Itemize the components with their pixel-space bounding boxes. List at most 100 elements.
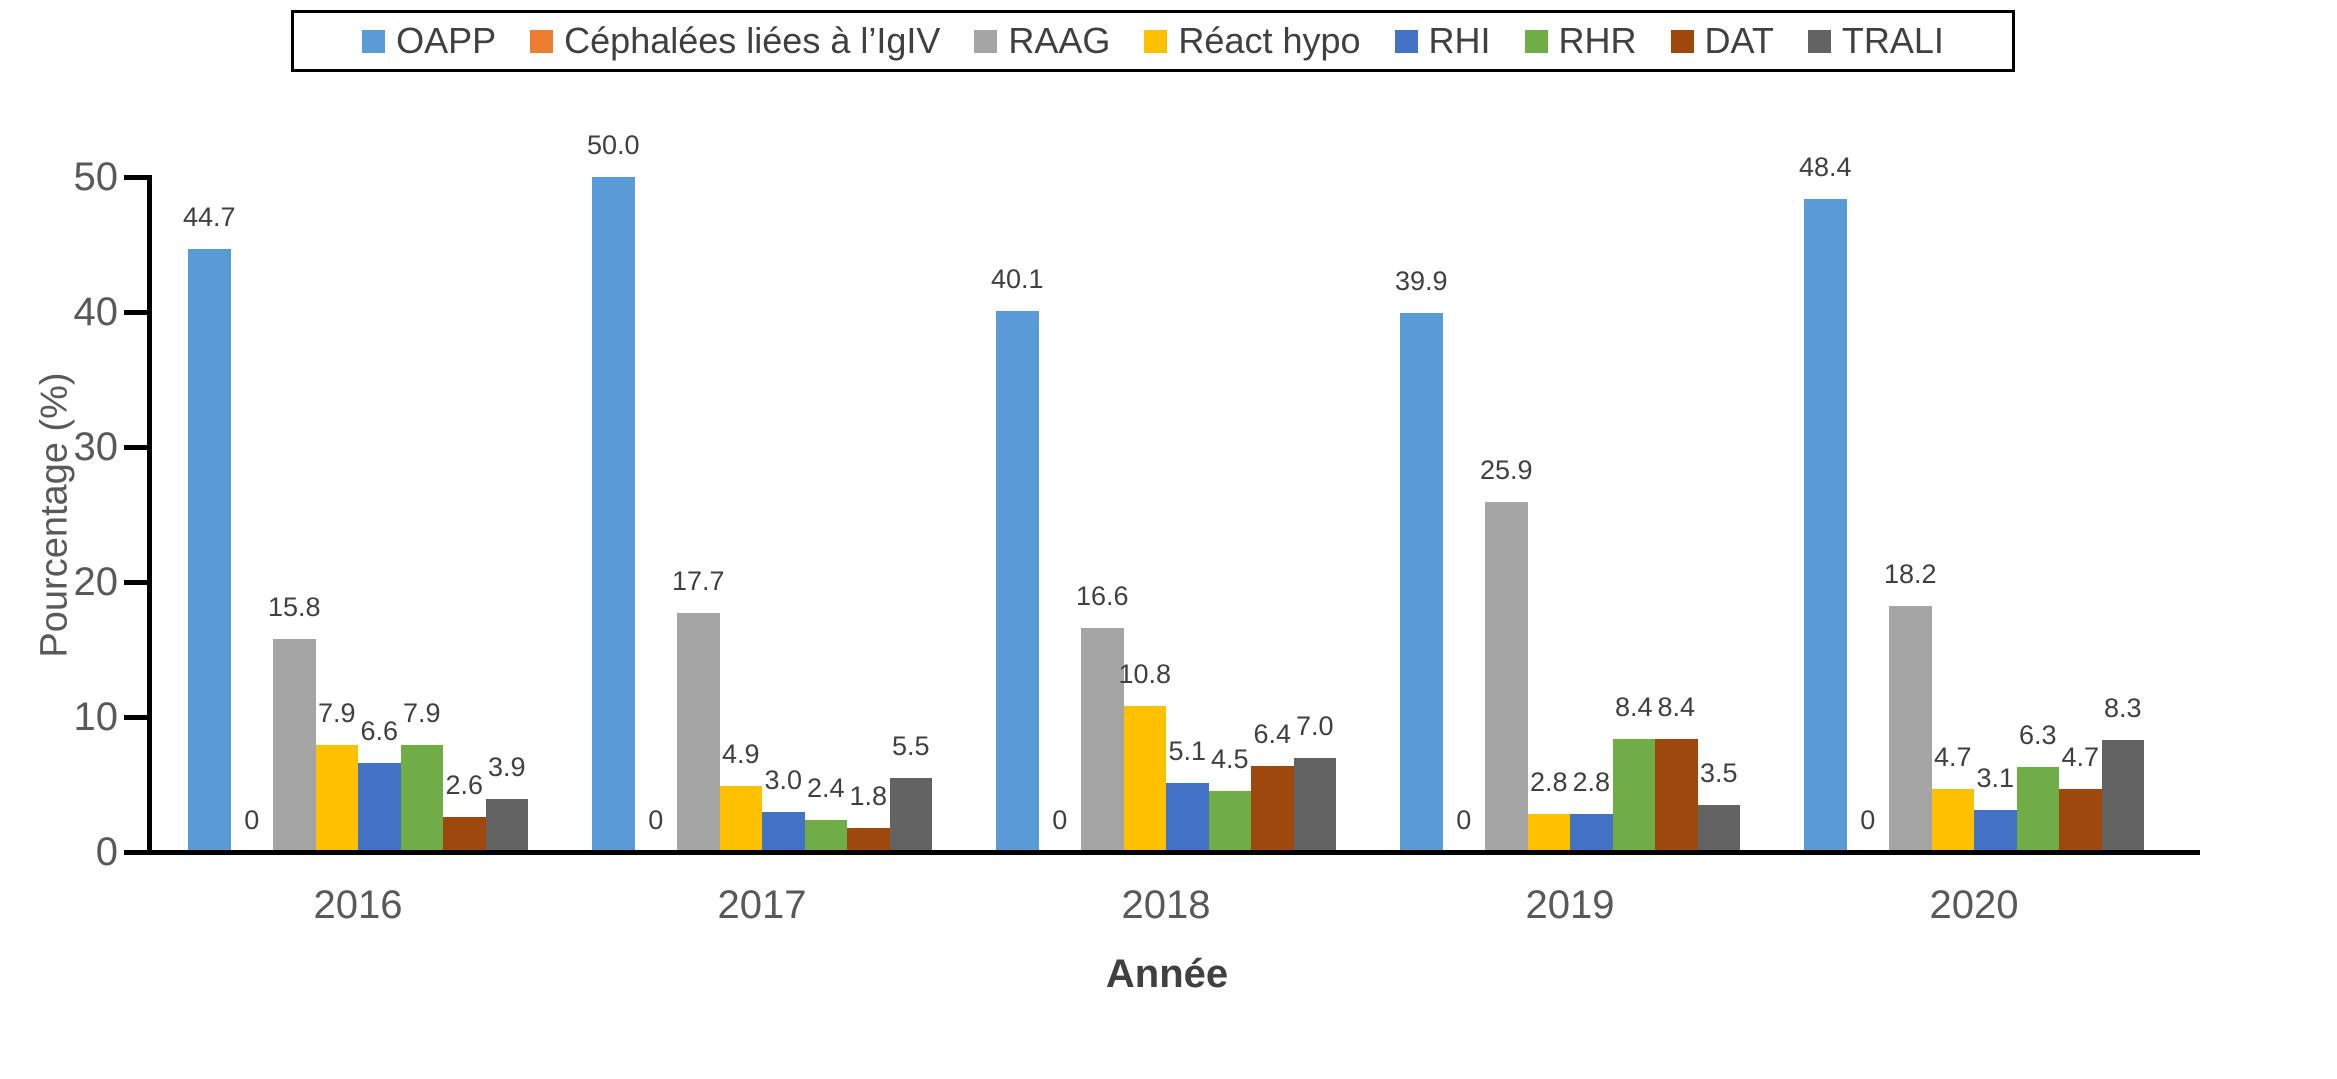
y-tick-0 [124,850,147,855]
y-tick-label-20: 20 [73,560,119,604]
data-label-oapp-2019: 39.9 [1394,266,1448,297]
bar-rhi-2020 [1974,810,2017,852]
data-label-rhi-2020: 3.1 [1976,763,2015,794]
bar-react-hypo-2017 [719,785,762,852]
data-label-cephalees-liees-a-ligiv-2020: 0 [1860,805,1876,835]
legend-swatch-react-hypo [1144,29,1168,53]
bar-rhi-2016 [358,762,401,852]
legend-item-trali: TRALI [1807,20,1944,62]
legend-label-react-hypo: Réact hypo [1178,20,1361,61]
data-label-cephalees-liees-a-ligiv-2016: 0 [244,805,260,835]
legend-item-react-hypo: Réact hypo [1144,20,1361,62]
data-label-rhr-2016: 7.9 [402,698,441,729]
data-label-rhr-2017: 2.4 [806,772,845,803]
legend-item-oapp: OAPP [362,20,496,62]
y-tick-40 [124,310,147,315]
bar-react-hypo-2016 [315,745,358,852]
legend-swatch-cephalees-liees-a-ligiv [530,29,554,53]
bar-trali-2019 [1697,804,1740,852]
data-label-rhi-2016: 6.6 [360,715,399,746]
data-label-react-hypo-2016: 7.9 [317,698,356,729]
data-label-raag-2017: 17.7 [671,566,725,597]
y-tick-label-50: 50 [73,155,119,199]
bar-rhi-2017 [762,811,805,852]
data-label-raag-2020: 18.2 [1883,559,1937,590]
x-category-label-2016: 2016 [313,883,403,927]
bar-oapp-2017 [592,177,635,852]
legend-swatch-oapp [362,29,386,53]
y-axis-line [147,175,152,855]
legend-label-oapp: OAPP [396,20,497,61]
data-label-rhi-2018: 5.1 [1168,736,1207,767]
legend-item-rhi: RHI [1394,20,1491,62]
data-label-raag-2016: 15.8 [267,591,321,622]
bar-rhr-2018 [1208,791,1251,852]
bar-trali-2016 [485,799,528,852]
legend-swatch-rhr [1524,29,1548,53]
bar-dat-2019 [1655,738,1698,852]
bar-react-hypo-2018 [1123,706,1166,852]
data-label-react-hypo-2020: 4.7 [1933,741,1972,772]
y-tick-30 [124,445,147,450]
data-label-raag-2018: 16.6 [1075,580,1129,611]
bar-oapp-2018 [996,310,1039,852]
bar-dat-2020 [2059,788,2102,852]
y-tick-20 [124,580,147,585]
y-tick-label-30: 30 [73,425,119,469]
legend-item-dat: DAT [1670,20,1774,62]
data-label-oapp-2018: 40.1 [990,263,1044,294]
bar-trali-2020 [2101,739,2144,852]
bar-raag-2020 [1889,606,1932,852]
data-label-trali-2016: 3.9 [487,752,526,783]
data-label-trali-2020: 8.3 [2103,692,2142,723]
bar-react-hypo-2020 [1931,788,1974,852]
y-tick-50 [124,175,147,180]
data-label-trali-2019: 3.5 [1699,757,1738,788]
chart-legend: OAPP Céphalées liées à l’IgIV RAAG Réact hy… [291,10,2015,72]
y-tick-label-10: 10 [73,695,119,739]
bar-rhi-2019 [1570,814,1613,852]
data-label-rhr-2020: 6.3 [2018,719,2057,750]
x-axis-title: Année [1105,952,1229,996]
bar-raag-2016 [273,638,316,852]
legend-swatch-trali [1807,29,1831,53]
data-label-rhi-2017: 3.0 [764,764,803,795]
data-label-oapp-2020: 48.4 [1798,151,1852,182]
legend-swatch-raag [974,29,998,53]
bar-oapp-2019 [1400,313,1443,852]
bar-rhr-2017 [804,819,847,852]
x-category-label-2018: 2018 [1121,883,1211,927]
bar-dat-2018 [1251,765,1294,852]
bar-rhr-2019 [1612,738,1655,852]
legend-swatch-rhi [1394,29,1418,53]
legend-label-rhi: RHI [1428,20,1491,61]
legend-label-trali: TRALI [1841,20,1944,61]
data-label-react-hypo-2019: 2.8 [1529,767,1568,798]
data-label-rhi-2019: 2.8 [1572,767,1611,798]
data-label-cephalees-liees-a-ligiv-2018: 0 [1052,805,1068,835]
data-label-cephalees-liees-a-ligiv-2017: 0 [648,805,664,835]
bar-oapp-2020 [1804,198,1847,852]
data-label-dat-2018: 6.4 [1253,718,1292,749]
x-category-label-2020: 2020 [1929,883,2019,927]
data-label-rhr-2019: 8.4 [1614,691,1653,722]
data-label-dat-2016: 2.6 [445,769,484,800]
bar-raag-2019 [1485,502,1528,852]
data-label-trali-2018: 7.0 [1295,710,1334,741]
data-label-cephalees-liees-a-ligiv-2019: 0 [1456,805,1472,835]
data-label-trali-2017: 5.5 [891,730,930,761]
data-label-dat-2020: 4.7 [2061,741,2100,772]
y-tick-10 [124,715,147,720]
bar-rhr-2020 [2016,766,2059,852]
x-axis-line [147,850,2200,855]
legend-label-rhr: RHR [1558,20,1637,61]
legend-item-raag: RAAG [974,20,1110,62]
legend-item-cephalees-liees-a-ligiv: Céphalées liées à l’IgIV [530,20,940,62]
y-tick-label-40: 40 [73,290,119,334]
data-label-rhr-2018: 4.5 [1210,744,1249,775]
bar-raag-2017 [677,613,720,852]
bar-rhi-2018 [1166,783,1209,852]
bar-trali-2018 [1293,757,1336,852]
bar-oapp-2016 [188,248,231,852]
